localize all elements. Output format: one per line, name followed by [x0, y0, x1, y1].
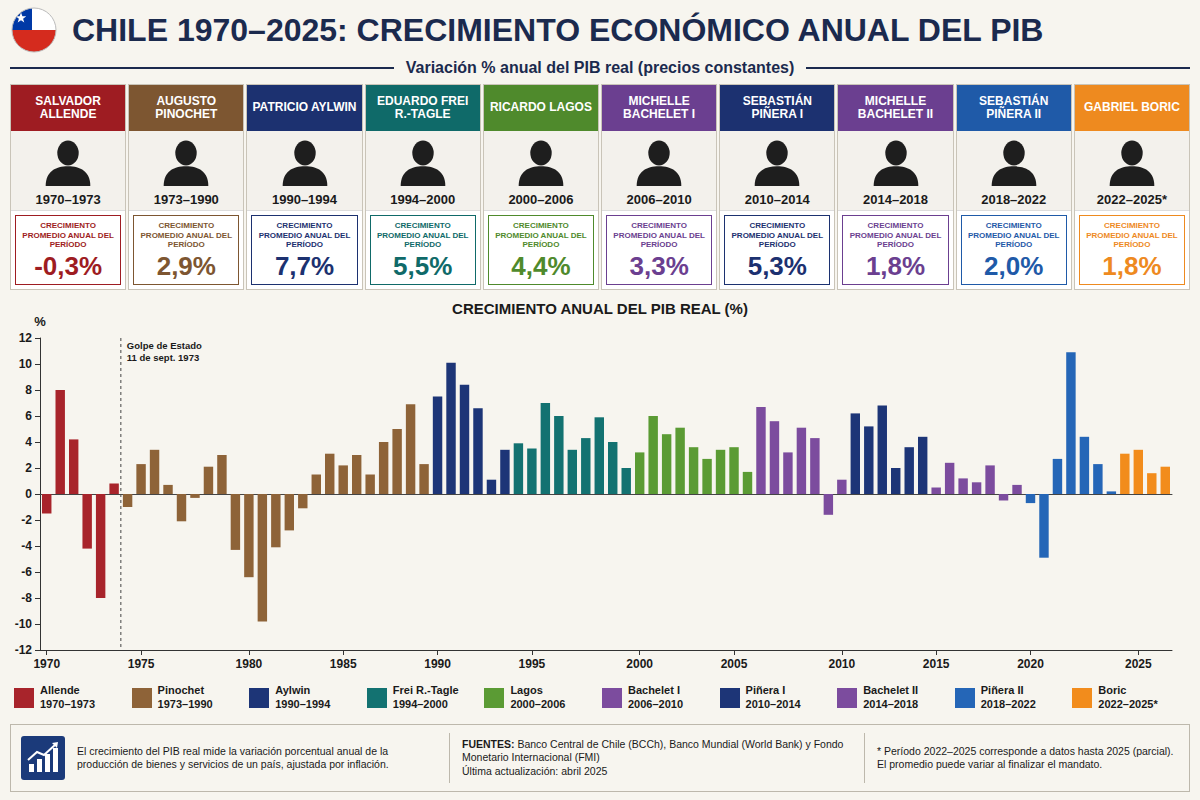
svg-text:0: 0 — [25, 487, 32, 501]
svg-text:1970: 1970 — [33, 657, 60, 671]
html-text:Boric: Boric — [1098, 684, 1127, 697]
html-text:5,3%: 5,3% — [747, 250, 807, 281]
html-text:EDUARDO FREI R.-TAGLE: EDUARDO FREI R.-TAGLE — [377, 93, 469, 121]
html-text:1973–1990: 1973–1990 — [157, 698, 213, 710]
html-text:3,3%: 3,3% — [629, 250, 689, 281]
html-text:Frei R.-Tagle: Frei R.-Tagle — [392, 684, 459, 697]
svg-text:1975: 1975 — [128, 657, 155, 671]
html-text:2018–2022: 2018–2022 — [981, 192, 1047, 207]
svg-text:-6: -6 — [21, 565, 32, 579]
html-text:FUENTES: Banco Central de Chil: FUENTES: Banco Central de Chile (BCCh), … — [462, 738, 844, 764]
svg-text:8: 8 — [25, 383, 32, 397]
svg-text:4: 4 — [25, 435, 32, 449]
html-text:2010–2014: 2010–2014 — [744, 192, 810, 207]
svg-text:-12: -12 — [15, 643, 33, 657]
svg-text:11 de sept. 1973: 11 de sept. 1973 — [127, 352, 199, 363]
html-text:Allende: Allende — [40, 684, 80, 697]
html-text:1990–1994: 1990–1994 — [275, 698, 331, 710]
html-text:2018–2022: 2018–2022 — [980, 698, 1036, 710]
html-text:2006–2010: 2006–2010 — [628, 698, 683, 710]
svg-text:1985: 1985 — [330, 657, 357, 671]
html-text:-0,3%: -0,3% — [34, 250, 103, 281]
html-text:2022–2025*: 2022–2025* — [1096, 192, 1167, 207]
html-text:CRECIMIENTO PROMEDIO ANUAL DEL: CRECIMIENTO PROMEDIO ANUAL DEL PERÍODO — [140, 221, 233, 250]
html-text:Variación % anual del PIB real: Variación % anual del PIB real (precios … — [405, 59, 795, 76]
html-text:CRECIMIENTO PROMEDIO ANUAL DEL: CRECIMIENTO PROMEDIO ANUAL DEL PERÍODO — [731, 221, 824, 250]
html-text:AUGUSTO PINOCHET: AUGUSTO PINOCHET — [155, 93, 218, 121]
html-text:* Período 2022–2025 correspond: * Período 2022–2025 corresponde a datos … — [877, 744, 1174, 770]
svg-text:-4: -4 — [21, 539, 32, 553]
svg-text:2020: 2020 — [1017, 657, 1044, 671]
html-text:1990–1994: 1990–1994 — [272, 192, 337, 207]
svg-text:2025: 2025 — [1125, 657, 1152, 671]
html-text:Aylwin: Aylwin — [275, 684, 311, 697]
html-text:Bachelet II: Bachelet II — [863, 684, 919, 697]
html-text:2000–2006: 2000–2006 — [510, 698, 566, 710]
html-text:2022–2025*: 2022–2025* — [1098, 698, 1158, 710]
svg-text:Golpe de Estado: Golpe de Estado — [127, 340, 202, 351]
svg-text:-8: -8 — [21, 591, 32, 605]
html-text:1973–1990: 1973–1990 — [153, 192, 219, 207]
html-text:5,5%: 5,5% — [393, 250, 453, 281]
html-text:1,8%: 1,8% — [865, 250, 926, 281]
html-text:2,0%: 2,0% — [984, 250, 1044, 281]
html-text:GABRIEL BORIC: GABRIEL BORIC — [1084, 100, 1180, 115]
html-text:CRECIMIENTO PROMEDIO ANUAL DEL: CRECIMIENTO PROMEDIO ANUAL DEL PERÍODO — [495, 221, 587, 250]
svg-text:2: 2 — [25, 461, 32, 475]
html-text:7,7%: 7,7% — [274, 250, 335, 281]
svg-text:1990: 1990 — [424, 657, 451, 671]
svg-text:1995: 1995 — [519, 657, 546, 671]
html-text:CRECIMIENTO PROMEDIO ANUAL DEL: CRECIMIENTO PROMEDIO ANUAL DEL PERÍODO — [613, 221, 705, 250]
html-text:4,4%: 4,4% — [511, 250, 571, 281]
html-text:SALVADOR ALLENDE: SALVADOR ALLENDE — [35, 93, 101, 121]
html-text:2014–2018: 2014–2018 — [863, 192, 929, 207]
html-text:Bachelet I: Bachelet I — [628, 684, 680, 697]
html-text:CRECIMIENTO PROMEDIO ANUAL DEL: CRECIMIENTO PROMEDIO ANUAL DEL PERÍODO — [258, 221, 351, 250]
html-text:Pinochet: Pinochet — [157, 684, 204, 697]
html-text:SEBASTIÁN PIÑERA II: SEBASTIÁN PIÑERA II — [979, 93, 1049, 121]
svg-text:-10: -10 — [15, 617, 33, 631]
html-text:Piñera II: Piñera II — [980, 684, 1024, 697]
html-text:CRECIMIENTO PROMEDIO ANUAL DEL: CRECIMIENTO PROMEDIO ANUAL DEL PERÍODO — [22, 221, 114, 250]
html-text:MICHELLE BACHELET II: MICHELLE BACHELET II — [857, 93, 934, 121]
html-text:RICARDO LAGOS: RICARDO LAGOS — [489, 100, 592, 115]
html-text:PATRICIO AYLWIN: PATRICIO AYLWIN — [252, 100, 357, 115]
html-text:2010–2014: 2010–2014 — [745, 698, 801, 710]
html-text:1970–1973: 1970–1973 — [40, 698, 96, 710]
html-text:Piñera I: Piñera I — [745, 684, 786, 697]
html-text:Última actualización: abril 20: Última actualización: abril 2025 — [462, 764, 608, 777]
html-text:2000–2006: 2000–2006 — [508, 192, 574, 207]
svg-text:6: 6 — [25, 409, 32, 423]
html-text:Lagos: Lagos — [510, 684, 543, 697]
svg-text:12: 12 — [19, 331, 33, 345]
svg-text:%: % — [34, 314, 46, 329]
svg-text:1980: 1980 — [236, 657, 263, 671]
html-text:SEBASTIÁN PIÑERA I: SEBASTIÁN PIÑERA I — [742, 93, 812, 121]
html-text:CHILE 1970–2025: CRECIMIENTO E: CHILE 1970–2025: CRECIMIENTO ECONÓMICO A… — [72, 11, 1044, 48]
html-text:1994–2000: 1994–2000 — [390, 192, 456, 207]
html-text:1,8%: 1,8% — [1102, 250, 1162, 281]
html-text:2014–2018: 2014–2018 — [863, 698, 919, 710]
html-text:El crecimiento del PIB real mi: El crecimiento del PIB real mide la vari… — [77, 744, 389, 770]
html-text:CRECIMIENTO PROMEDIO ANUAL DEL: CRECIMIENTO PROMEDIO ANUAL DEL PERÍODO — [849, 221, 942, 250]
html-text:CRECIMIENTO PROMEDIO ANUAL DEL: CRECIMIENTO PROMEDIO ANUAL DEL PERÍODO — [1086, 221, 1178, 250]
html-text:2006–2010: 2006–2010 — [626, 192, 692, 207]
html-text:CRECIMIENTO PROMEDIO ANUAL DEL: CRECIMIENTO PROMEDIO ANUAL DEL PERÍODO — [376, 221, 469, 250]
svg-text:2005: 2005 — [721, 657, 748, 671]
html-text:MICHELLE BACHELET I: MICHELLE BACHELET I — [623, 93, 696, 121]
svg-text:2015: 2015 — [923, 657, 950, 671]
html-text:CRECIMIENTO PROMEDIO ANUAL DEL: CRECIMIENTO PROMEDIO ANUAL DEL PERÍODO — [967, 221, 1060, 250]
svg-text:2010: 2010 — [828, 657, 855, 671]
html-text:2,9%: 2,9% — [156, 250, 216, 281]
html-text:1970–1973: 1970–1973 — [35, 192, 101, 207]
html-text:1994–2000: 1994–2000 — [392, 698, 448, 710]
svg-text:-2: -2 — [21, 513, 32, 527]
svg-text:2000: 2000 — [626, 657, 653, 671]
svg-text:CRECIMIENTO ANUAL DEL PIB REAL: CRECIMIENTO ANUAL DEL PIB REAL (%) — [452, 300, 748, 317]
svg-text:10: 10 — [19, 357, 33, 371]
